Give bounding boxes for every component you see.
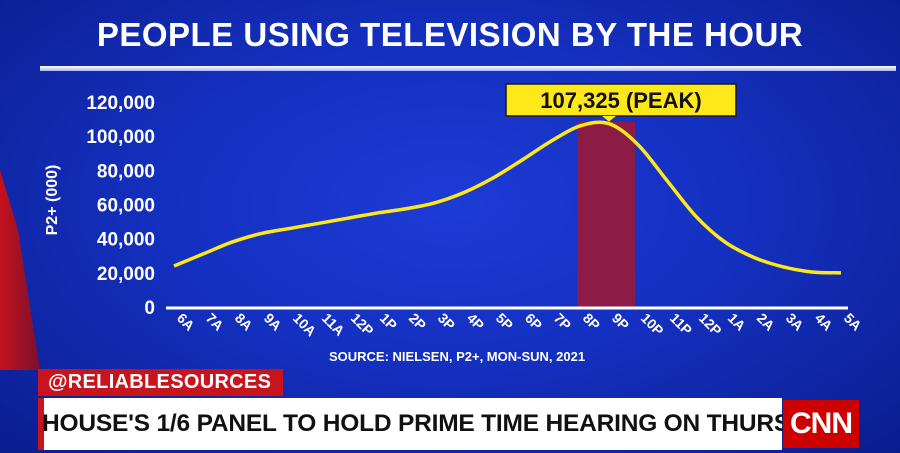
viewers-line (174, 122, 841, 273)
cnn-logo: CNN (783, 400, 859, 448)
x-tick-label: 4P (464, 310, 487, 333)
y-tick-label: 100,000 (86, 127, 155, 148)
source-note: SOURCE: NIELSEN, P2+, MON-SUN, 2021 (329, 349, 585, 364)
x-tick-label: 12P (348, 310, 377, 339)
x-tick-label: 6A (174, 310, 198, 334)
x-tick-label: 10P (638, 310, 667, 339)
x-tick-label: 9P (609, 310, 632, 333)
x-axis-ticks: 6A 7A 8A 9A 10A 11A 12P 1P 2P 3P 4P 5P 6P 7P 8P 9P 10P 11… (174, 310, 865, 339)
x-tick-label: 10A (290, 310, 319, 339)
x-tick-label: 12P (696, 310, 725, 339)
x-tick-label: 11P (667, 310, 695, 338)
peak-callout: 107,325 (PEAK) (506, 84, 736, 122)
x-tick-label: 1P (377, 310, 400, 333)
headline-text: HOUSE'S 1/6 PANEL TO HOLD PRIME TIME HEA… (42, 406, 772, 442)
x-tick-label: 8P (580, 310, 603, 333)
x-tick-label: 5P (493, 310, 516, 333)
x-tick-label: 9A (261, 310, 285, 334)
x-tick-label: 2A (754, 310, 778, 334)
social-handle-tag: @RELIABLESOURCES (38, 369, 283, 396)
y-tick-label: 60,000 (97, 196, 155, 217)
y-tick-label: 0 (144, 298, 155, 319)
x-tick-label: 4A (812, 310, 836, 334)
y-tick-label: 40,000 (97, 230, 155, 251)
y-tick-label: 80,000 (97, 161, 155, 182)
x-tick-label: 3P (435, 310, 458, 333)
y-tick-label: 20,000 (97, 264, 155, 285)
y-tick-label: 120,000 (86, 93, 155, 114)
x-tick-label: 1A (725, 310, 749, 334)
x-tick-label: 6P (522, 310, 545, 333)
prime-time-highlight (577, 122, 635, 307)
x-tick-label: 11A (319, 310, 348, 339)
x-tick-label: 5A (841, 310, 865, 334)
x-tick-label: 7A (203, 310, 227, 334)
x-tick-label: 7P (551, 310, 574, 333)
peak-callout-label: 107,325 (PEAK) (540, 88, 701, 113)
y-axis-ticks: 0 20,000 40,000 60,000 80,000 100,000 120,000 (86, 93, 155, 319)
x-tick-label: 8A (232, 310, 256, 334)
y-axis-label: P2+ (000) (44, 165, 61, 236)
x-tick-label: 2P (406, 310, 429, 333)
x-tick-label: 3A (783, 310, 807, 334)
